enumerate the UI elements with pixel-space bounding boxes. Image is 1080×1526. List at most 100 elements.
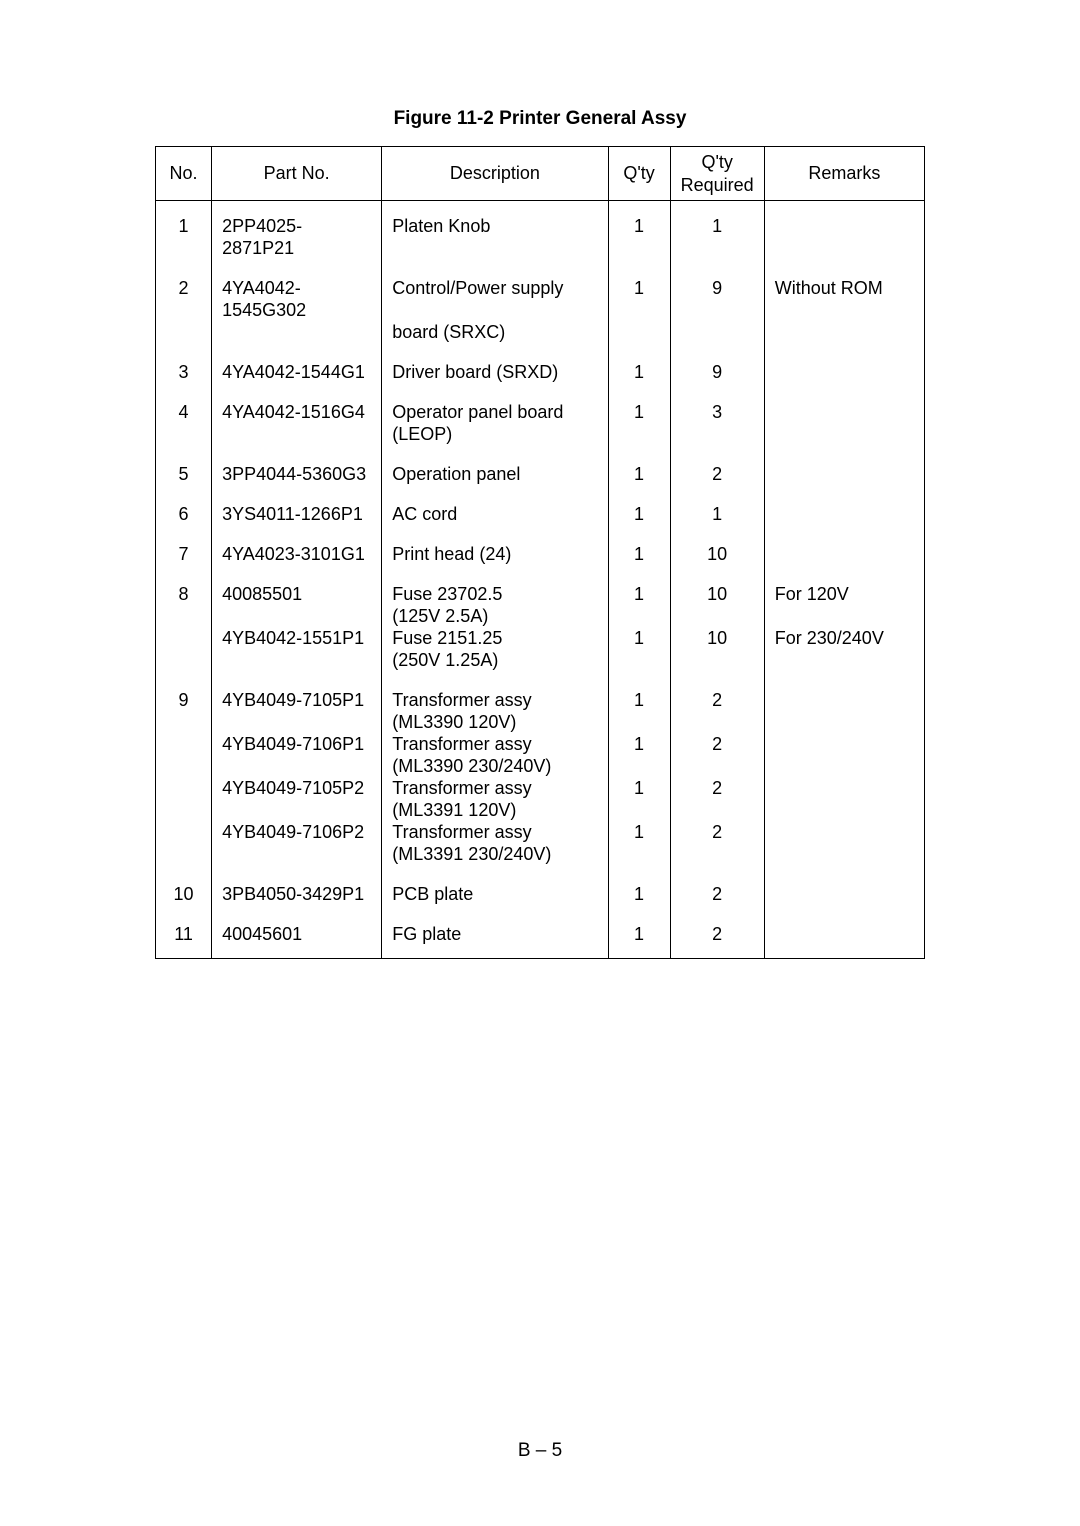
table-row: 24YA4042-1545G302Control/Power supply19W…	[156, 277, 925, 321]
table-row: 840085501Fuse 23702.5110For 120V	[156, 583, 925, 605]
cell-qreq: 10	[670, 583, 764, 605]
cell-part: 4YA4042-1545G302	[212, 277, 382, 321]
table-row-cont: (ML3391 230/240V)	[156, 843, 925, 865]
cell-qty: 1	[608, 503, 670, 525]
cell-no: 7	[156, 543, 212, 565]
col-qreq-header: Q'ty Required	[670, 147, 764, 201]
cell-part: 4YB4049-7105P2	[212, 777, 382, 799]
spacer-cell	[670, 485, 764, 503]
spacer-cell	[608, 525, 670, 543]
cell-qty: 1	[608, 215, 670, 259]
spacer-cell	[156, 383, 212, 401]
spacer-cell	[212, 945, 382, 959]
spacer-cell	[382, 201, 608, 215]
spacer-row	[156, 485, 925, 503]
cell-qty: 1	[608, 689, 670, 711]
cell-desc: Fuse 2151.25	[382, 627, 608, 649]
spacer-cell	[764, 945, 924, 959]
spacer-cell	[670, 905, 764, 923]
cell-rem	[764, 503, 924, 525]
cell-part: 2PP4025-2871P21	[212, 215, 382, 259]
spacer-cell	[212, 905, 382, 923]
cell-rem: For 120V	[764, 583, 924, 605]
cell-qty: 1	[608, 821, 670, 843]
table-row-cont: (ML3390 120V)	[156, 711, 925, 733]
spacer-cell	[608, 383, 670, 401]
cell-qty	[608, 605, 670, 627]
table-row: 1140045601FG plate12	[156, 923, 925, 945]
cell-qty	[608, 711, 670, 733]
spacer-cell	[212, 525, 382, 543]
spacer-cell	[608, 343, 670, 361]
spacer-row	[156, 565, 925, 583]
cell-no	[156, 627, 212, 649]
spacer-row	[156, 671, 925, 689]
table-row: 94YB4049-7105P1Transformer assy12	[156, 689, 925, 711]
table-row: 34YA4042-1544G1Driver board (SRXD)19	[156, 361, 925, 383]
cell-qreq	[670, 321, 764, 343]
spacer-cell	[382, 905, 608, 923]
cell-desc: PCB plate	[382, 883, 608, 905]
cell-desc: (125V 2.5A)	[382, 605, 608, 627]
cell-desc: (LEOP)	[382, 423, 608, 445]
cell-qreq: 9	[670, 361, 764, 383]
spacer-cell	[382, 525, 608, 543]
cell-desc: (250V 1.25A)	[382, 649, 608, 671]
spacer-cell	[670, 525, 764, 543]
cell-qty: 1	[608, 361, 670, 383]
spacer-cell	[670, 445, 764, 463]
cell-no: 2	[156, 277, 212, 321]
cell-qreq	[670, 649, 764, 671]
spacer-cell	[670, 865, 764, 883]
cell-qreq: 2	[670, 777, 764, 799]
cell-qreq: 2	[670, 821, 764, 843]
table-row-cont: (ML3391 120V)	[156, 799, 925, 821]
cell-part: 4YB4049-7105P1	[212, 689, 382, 711]
cell-part	[212, 423, 382, 445]
spacer-cell	[670, 565, 764, 583]
cell-no: 8	[156, 583, 212, 605]
cell-qty: 1	[608, 883, 670, 905]
cell-qreq: 2	[670, 463, 764, 485]
cell-no	[156, 711, 212, 733]
table-row: 4YB4049-7106P2Transformer assy12	[156, 821, 925, 843]
cell-qty	[608, 843, 670, 865]
spacer-cell	[670, 945, 764, 959]
col-no-header: No.	[156, 147, 212, 201]
cell-no	[156, 733, 212, 755]
cell-rem	[764, 755, 924, 777]
spacer-cell	[156, 485, 212, 503]
figure-title: Figure 11-2 Printer General Assy	[150, 108, 930, 130]
spacer-cell	[156, 259, 212, 277]
table-row: 44YA4042-1516G4Operator panel board13	[156, 401, 925, 423]
cell-no: 10	[156, 883, 212, 905]
spacer-cell	[382, 865, 608, 883]
col-rem-header: Remarks	[764, 147, 924, 201]
cell-desc: Transformer assy	[382, 733, 608, 755]
cell-qreq: 3	[670, 401, 764, 423]
spacer-cell	[670, 201, 764, 215]
cell-no: 3	[156, 361, 212, 383]
cell-part: 4YB4049-7106P2	[212, 821, 382, 843]
col-desc-header: Description	[382, 147, 608, 201]
table-row: 103PB4050-3429P1PCB plate12	[156, 883, 925, 905]
table-row: 4YB4042-1551P1Fuse 2151.25110For 230/240…	[156, 627, 925, 649]
spacer-cell	[608, 565, 670, 583]
cell-rem	[764, 821, 924, 843]
spacer-cell	[156, 525, 212, 543]
cell-part: 3PB4050-3429P1	[212, 883, 382, 905]
cell-rem	[764, 799, 924, 821]
cell-rem	[764, 401, 924, 423]
spacer-cell	[382, 565, 608, 583]
cell-no	[156, 777, 212, 799]
spacer-cell	[212, 201, 382, 215]
spacer-cell	[608, 445, 670, 463]
spacer-cell	[764, 525, 924, 543]
cell-desc: board (SRXC)	[382, 321, 608, 343]
spacer-cell	[212, 485, 382, 503]
cell-rem: For 230/240V	[764, 627, 924, 649]
cell-rem	[764, 883, 924, 905]
spacer-cell	[156, 905, 212, 923]
cell-qty: 1	[608, 627, 670, 649]
table-row-cont: (250V 1.25A)	[156, 649, 925, 671]
